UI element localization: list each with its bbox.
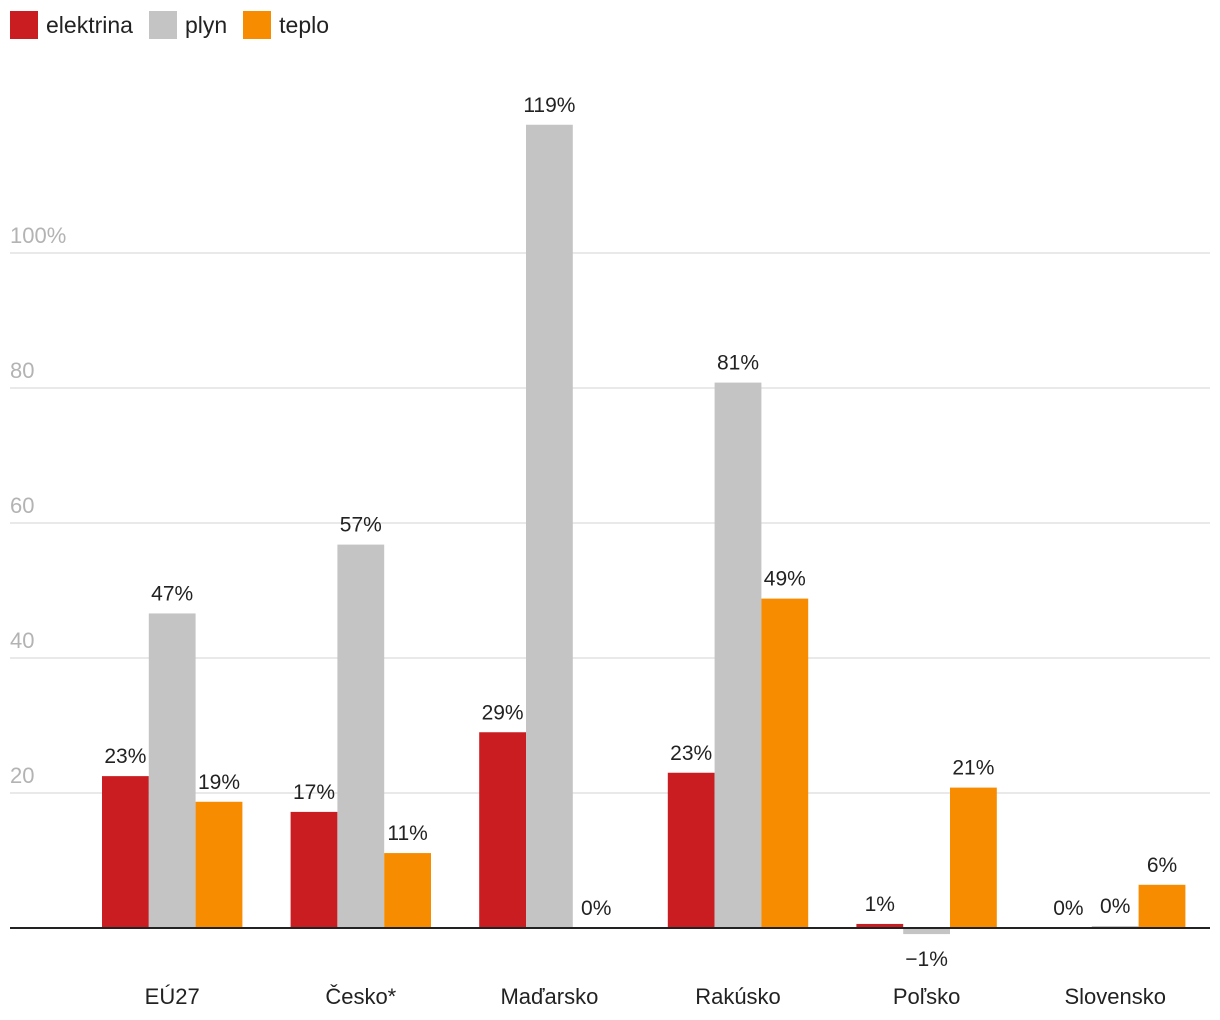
y-tick-label: 80 (10, 358, 34, 383)
value-label-teplo-3: 49% (764, 568, 806, 591)
bar-plyn-4 (903, 928, 950, 935)
value-label-plyn-5: 0% (1100, 895, 1130, 918)
value-label-plyn-2: 119% (523, 94, 575, 117)
category-labels: EÚ27 Česko* Maďarsko Rakúsko Poľsko Slovensko (145, 984, 1166, 1009)
bar-elektrina-4 (856, 923, 904, 928)
bar-teplo-3 (761, 598, 809, 928)
category-label-4: Poľsko (893, 984, 961, 1009)
value-label-teplo-4: 21% (952, 757, 994, 780)
chart-legend: elektrina plyn teplo (10, 10, 345, 40)
value-label-elektrina-0: 23% (104, 745, 146, 768)
legend-item-teplo: teplo (243, 11, 329, 39)
value-labels: 23% 47% 19% 17% 57% 11% 29% 119% 0% 23% 81% 49% 1% −1… (104, 94, 1177, 971)
y-axis-ticks: 20 40 60 80 100% (10, 223, 66, 788)
y-tick-label: 40 (10, 628, 34, 653)
legend-swatch-elektrina (10, 11, 38, 39)
bar-plyn-0 (148, 613, 196, 928)
legend-label-plyn: plyn (184, 11, 228, 38)
category-label-1: Česko* (325, 984, 396, 1009)
value-label-teplo-2: 0% (581, 897, 611, 920)
y-tick-label: 60 (10, 493, 34, 518)
value-label-elektrina-4: 1% (865, 893, 895, 916)
y-tick-label: 20 (10, 763, 34, 788)
legend-swatch-plyn (148, 11, 177, 39)
bar-elektrina-3 (667, 772, 715, 928)
bar-teplo-1 (384, 853, 431, 928)
bar-teplo-5 (1138, 884, 1186, 928)
value-label-plyn-0: 47% (151, 582, 193, 605)
bar-plyn-5 (1091, 925, 1139, 928)
legend-label-elektrina: elektrina (46, 11, 133, 38)
value-label-plyn-3: 81% (717, 352, 759, 375)
category-label-3: Rakúsko (695, 984, 781, 1009)
value-label-elektrina-3: 23% (670, 742, 712, 765)
bar-elektrina-0 (102, 776, 149, 928)
bar-teplo-0 (195, 801, 243, 928)
bar-elektrina-1 (290, 811, 338, 928)
gridlines (10, 252, 1210, 794)
value-label-teplo-1: 11% (387, 822, 427, 845)
category-label-2: Maďarsko (500, 984, 598, 1009)
value-label-teplo-0: 19% (198, 771, 240, 794)
value-label-elektrina-5: 0% (1053, 897, 1083, 920)
bars (102, 124, 1186, 935)
y-tick-label: 100% (10, 223, 66, 248)
value-label-teplo-5: 6% (1147, 854, 1177, 877)
value-label-elektrina-1: 17% (293, 781, 335, 804)
category-label-5: Slovensko (1064, 984, 1166, 1009)
bar-plyn-1 (337, 544, 385, 928)
bar-plyn-2 (526, 124, 573, 928)
value-label-plyn-4: −1% (905, 948, 948, 971)
bar-teplo-4 (950, 787, 997, 928)
legend-item-plyn: plyn (148, 11, 228, 39)
legend-swatch-teplo (243, 11, 272, 39)
value-label-plyn-1: 57% (340, 514, 382, 537)
legend-item-elektrina: elektrina (10, 11, 133, 39)
legend-label-teplo: teplo (279, 11, 330, 38)
bar-elektrina-2 (479, 732, 526, 928)
value-label-elektrina-2: 29% (482, 701, 524, 724)
bar-plyn-3 (714, 382, 762, 929)
category-label-0: EÚ27 (145, 984, 200, 1009)
